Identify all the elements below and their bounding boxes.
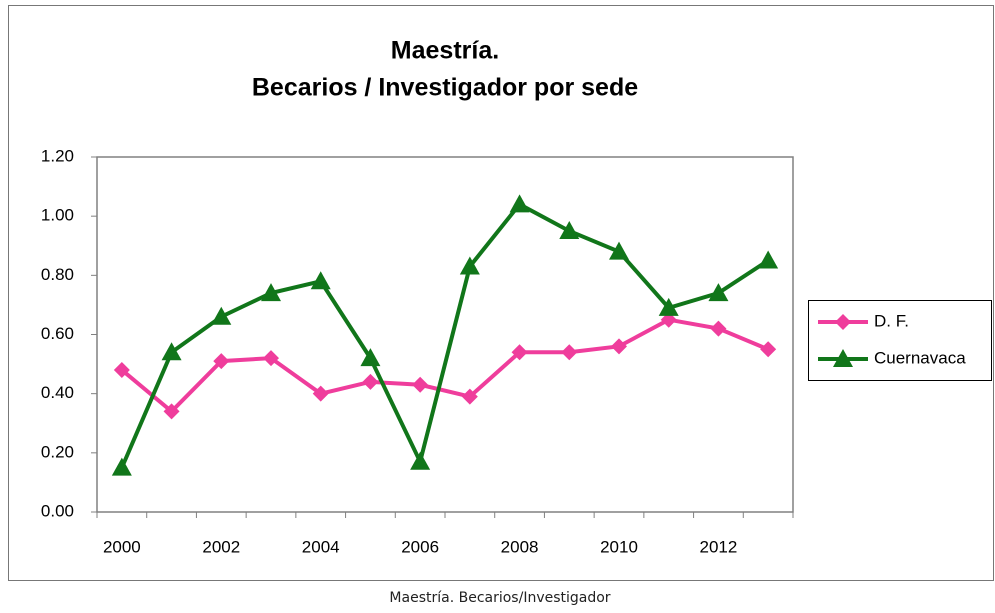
- legend-marker: [835, 314, 851, 330]
- marker: [261, 283, 281, 302]
- x-tick-label: 2006: [401, 537, 439, 556]
- y-tick-label: 0.60: [41, 324, 74, 343]
- x-tick-label: 2002: [202, 537, 240, 556]
- legend-label: Cuernavaca: [874, 348, 966, 367]
- chart-border: [8, 5, 994, 581]
- legend-label: D. F.: [874, 311, 909, 330]
- y-tick-label: 0.40: [41, 383, 74, 402]
- marker: [213, 353, 230, 370]
- marker: [658, 297, 679, 316]
- marker: [362, 373, 379, 390]
- marker: [611, 338, 627, 355]
- series-line: [120, 201, 770, 469]
- marker: [211, 306, 232, 325]
- chart-title: Becarios / Investigador por sede: [252, 74, 638, 102]
- series-line: [120, 317, 769, 415]
- x-tick-label: 2000: [103, 537, 141, 556]
- y-tick-label: 0.00: [41, 501, 74, 520]
- marker: [263, 350, 279, 367]
- marker: [561, 344, 578, 361]
- marker: [509, 194, 530, 213]
- marker: [161, 342, 182, 361]
- caption: Maestría. Becarios/Investigador: [389, 590, 610, 606]
- y-tick-label: 0.20: [41, 442, 74, 461]
- marker: [760, 341, 777, 358]
- chart-title: Maestría.: [391, 37, 499, 65]
- marker: [412, 376, 429, 393]
- marker: [459, 256, 480, 275]
- marker: [310, 271, 331, 290]
- marker: [511, 344, 528, 361]
- legend: [808, 300, 992, 381]
- x-tick-label: 2012: [700, 537, 738, 556]
- y-tick-label: 1.20: [41, 146, 74, 165]
- marker: [710, 320, 727, 337]
- marker: [312, 385, 329, 402]
- marker: [609, 241, 629, 260]
- x-tick-label: 2010: [600, 537, 638, 556]
- x-tick-label: 2008: [501, 537, 539, 556]
- marker: [410, 451, 431, 470]
- marker: [113, 362, 130, 378]
- y-tick-label: 1.00: [41, 206, 74, 225]
- marker: [559, 220, 580, 239]
- x-tick-label: 2004: [302, 537, 340, 556]
- marker: [758, 250, 779, 269]
- marker: [111, 457, 132, 476]
- marker: [461, 388, 478, 405]
- marker: [708, 283, 729, 302]
- y-tick-label: 0.80: [41, 265, 74, 284]
- marker: [360, 348, 381, 367]
- legend-marker: [833, 349, 853, 367]
- marker: [163, 403, 180, 420]
